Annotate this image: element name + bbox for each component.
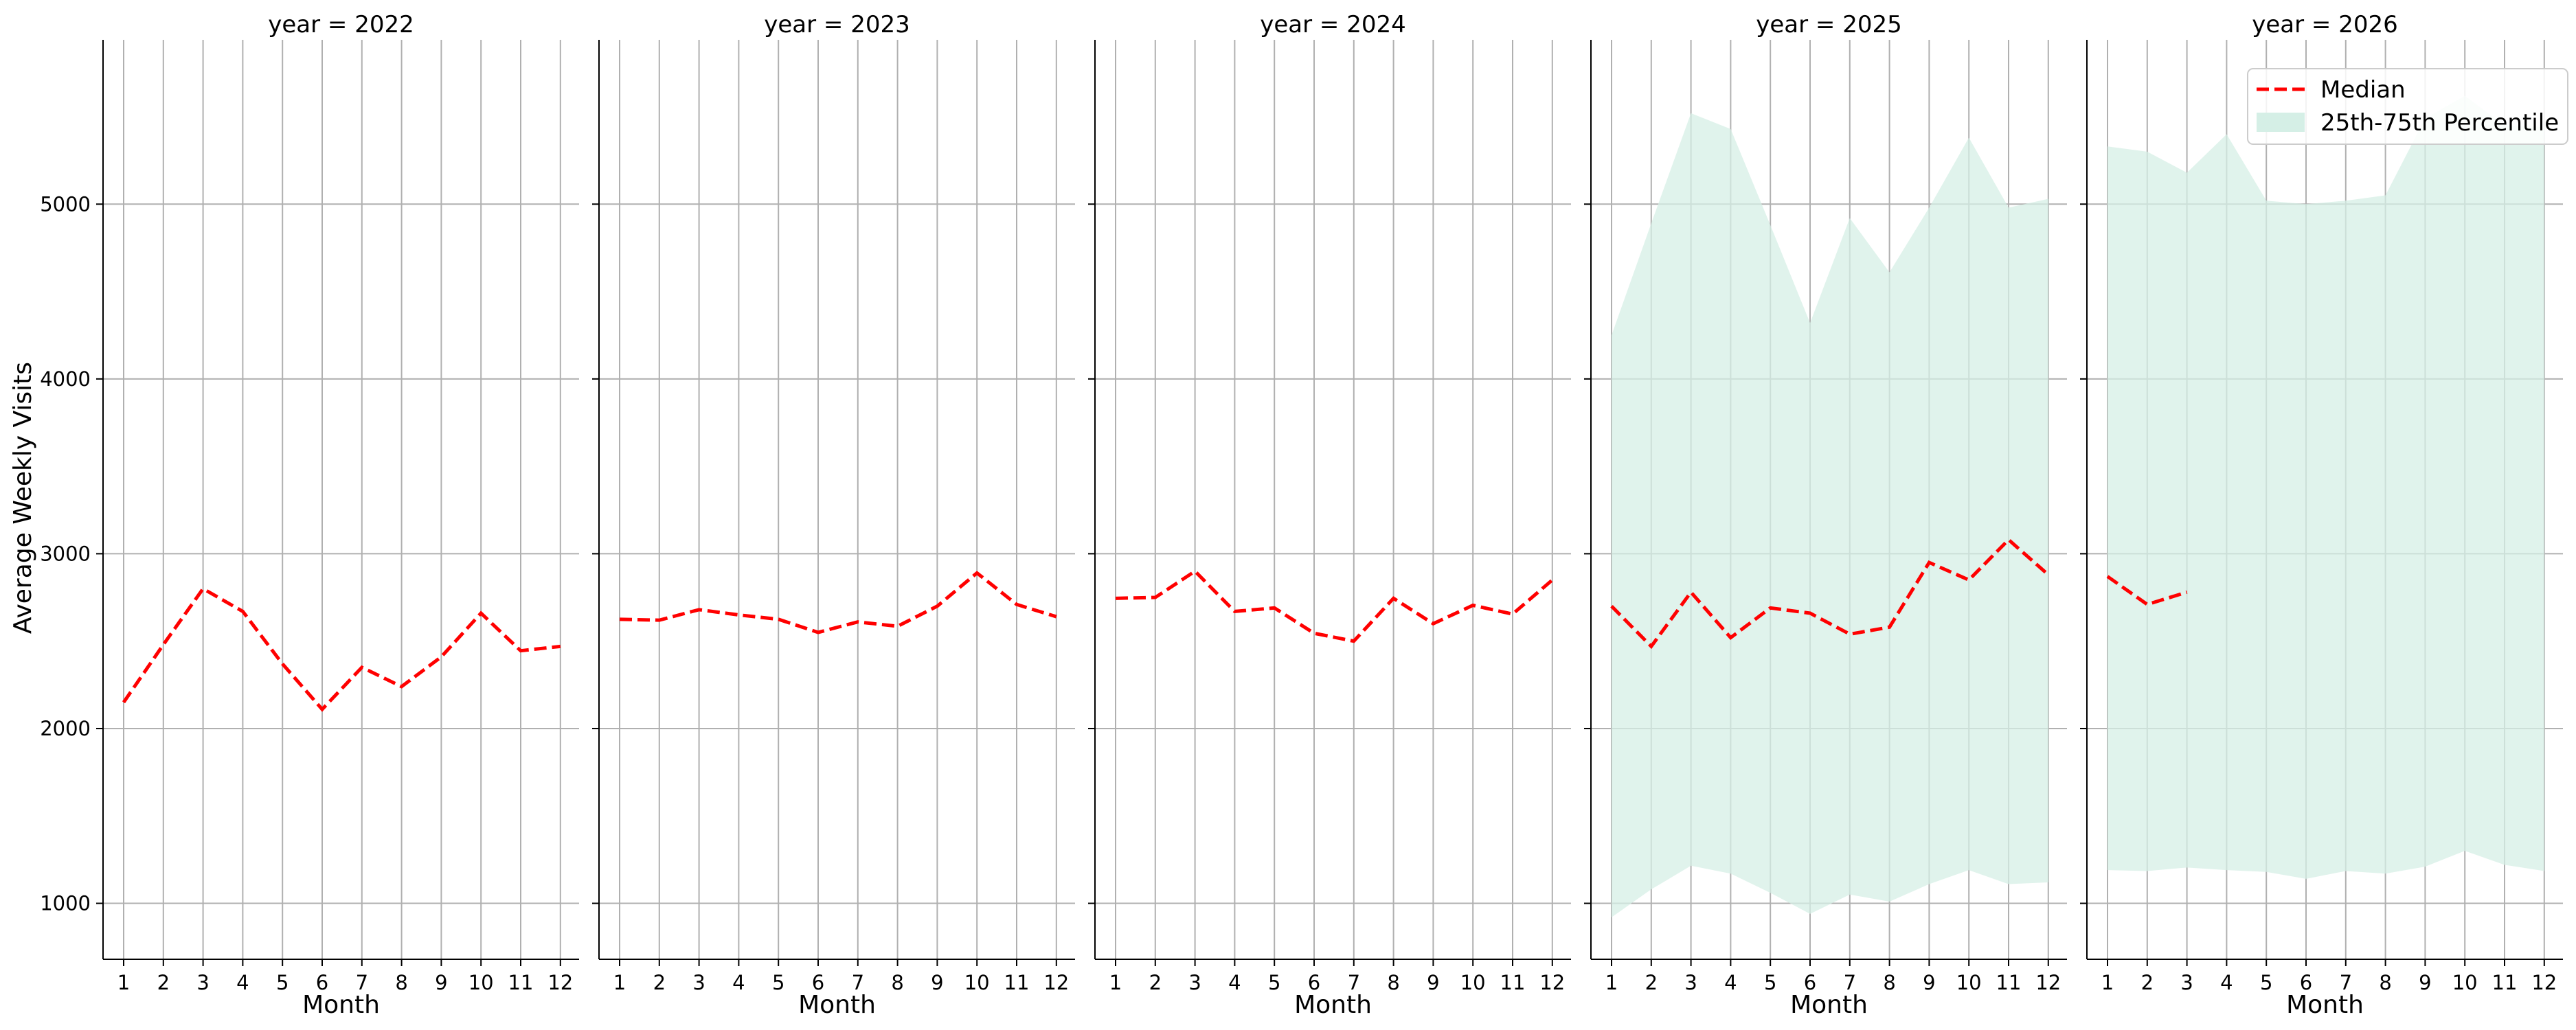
x-tick-label: 10 (2452, 971, 2478, 994)
x-tick-label: 7 (1844, 971, 1856, 994)
x-tick-label: 3 (1188, 971, 1201, 994)
x-tick-label: 6 (1804, 971, 1816, 994)
x-tick-label: 3 (2180, 971, 2193, 994)
x-tick-label: 3 (1684, 971, 1697, 994)
x-tick-label: 4 (732, 971, 745, 994)
x-tick-label: 5 (1268, 971, 1280, 994)
x-tick-label: 9 (931, 971, 943, 994)
median-line (1115, 569, 1554, 643)
panel-title: year = 2024 (1260, 11, 1405, 38)
x-tick-label: 3 (196, 971, 209, 994)
x-tick-label: 9 (2419, 971, 2431, 994)
x-tick-label: 2 (1149, 971, 1162, 994)
x-tick-label: 6 (2300, 971, 2312, 994)
median-line (122, 586, 561, 712)
x-tick-label: 12 (547, 971, 573, 994)
x-tick-label: 6 (1308, 971, 1320, 994)
x-tick-label: 4 (2220, 971, 2233, 994)
x-tick-label: 9 (435, 971, 447, 994)
legend: Median 25th-75th Percentile (2247, 68, 2568, 145)
x-axis-label: Month (1294, 991, 1372, 1019)
percentile-band (2108, 95, 2544, 879)
x-axis-label: Month (798, 991, 876, 1019)
x-tick-label: 11 (1500, 971, 1526, 994)
x-tick-label: 1 (1109, 971, 1122, 994)
median-line (2106, 575, 2188, 606)
panel-title: year = 2022 (268, 11, 414, 38)
x-tick-label: 5 (2260, 971, 2272, 994)
x-tick-label: 12 (2531, 971, 2557, 994)
x-tick-label: 7 (1348, 971, 1360, 994)
x-tick-label: 8 (891, 971, 903, 994)
median-line (619, 571, 1057, 634)
x-tick-label: 2 (653, 971, 666, 994)
x-tick-label: 10 (1956, 971, 1982, 994)
x-tick-label: 7 (356, 971, 368, 994)
x-tick-label: 12 (2035, 971, 2061, 994)
panel-title: year = 2023 (764, 11, 909, 38)
x-tick-label: 8 (2379, 971, 2391, 994)
x-tick-label: 1 (1605, 971, 1618, 994)
y-tick-label: 1000 (40, 892, 91, 915)
x-tick-label: 6 (812, 971, 824, 994)
x-tick-label: 4 (1724, 971, 1737, 994)
panel-title: year = 2026 (2252, 11, 2397, 38)
x-tick-label: 5 (276, 971, 289, 994)
y-tick-label: 4000 (40, 367, 91, 391)
x-tick-label: 5 (772, 971, 784, 994)
x-tick-label: 10 (1460, 971, 1486, 994)
y-tick-label: 5000 (40, 192, 91, 216)
y-tick-label: 3000 (40, 542, 91, 565)
median-line (1610, 537, 2050, 650)
x-tick-label: 10 (468, 971, 494, 994)
x-tick-label: 2 (2141, 971, 2154, 994)
x-axis-label: Month (1790, 991, 1868, 1019)
year-panel-0: 1 2 3 4 5 6 7 8 9 10 11 1210002000300040005000year … (40, 11, 579, 1019)
x-tick-label: 8 (395, 971, 407, 994)
x-tick-label: 5 (1764, 971, 1776, 994)
x-tick-label: 8 (1883, 971, 1895, 994)
x-tick-label: 7 (852, 971, 864, 994)
x-tick-label: 4 (1228, 971, 1241, 994)
y-tick-label: 2000 (40, 717, 91, 740)
x-tick-label: 11 (508, 971, 534, 994)
x-tick-label: 12 (1043, 971, 1069, 994)
x-tick-label: 9 (1923, 971, 1935, 994)
legend-frame (2247, 68, 2568, 145)
percentile-band (1612, 113, 2048, 917)
legend-median-label: Median (2320, 76, 2406, 104)
year-panels: 1 2 3 4 5 6 7 8 9 10 11 1210002000300040005000year … (40, 11, 2563, 1019)
x-axis-label: Month (2286, 991, 2364, 1019)
x-tick-label: 1 (117, 971, 130, 994)
x-axis-label: Month (302, 991, 380, 1019)
legend-band-label: 25th-75th Percentile (2320, 109, 2559, 137)
x-tick-label: 8 (1387, 971, 1399, 994)
x-tick-label: 10 (964, 971, 990, 994)
x-tick-label: 1 (613, 971, 626, 994)
x-tick-label: 2 (1645, 971, 1658, 994)
x-tick-label: 6 (316, 971, 328, 994)
legend-band-swatch (2257, 113, 2305, 132)
x-tick-label: 2 (157, 971, 170, 994)
y-axis-label: Average Weekly Visits (9, 362, 37, 634)
x-tick-label: 11 (2492, 971, 2518, 994)
x-tick-label: 12 (1539, 971, 1565, 994)
x-tick-label: 9 (1427, 971, 1439, 994)
x-tick-label: 7 (2340, 971, 2352, 994)
panel-title: year = 2025 (1756, 11, 1901, 38)
x-tick-label: 1 (2101, 971, 2114, 994)
x-tick-label: 4 (236, 971, 249, 994)
x-tick-label: 11 (1996, 971, 2022, 994)
x-tick-label: 3 (692, 971, 705, 994)
x-tick-label: 11 (1004, 971, 1030, 994)
